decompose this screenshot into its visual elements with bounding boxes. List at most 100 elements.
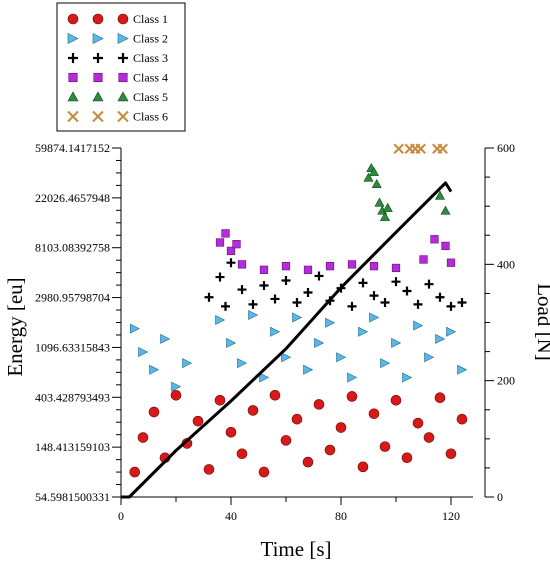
data-point — [148, 406, 160, 418]
legend-entry: Class 1 — [67, 12, 168, 26]
left-tick-label: 1096.63315843 — [35, 340, 110, 354]
legend-label: Class 5 — [133, 90, 168, 104]
data-point — [324, 444, 336, 456]
data-point — [457, 298, 467, 308]
legend-entry: Class 5 — [67, 90, 168, 104]
data-point — [430, 235, 439, 244]
right-axis-ticks: 0 200 400 600 — [485, 141, 515, 504]
data-point — [215, 315, 226, 326]
data-point — [402, 372, 413, 383]
data-point — [182, 358, 193, 369]
left-tick-label: 22026.4657948 — [35, 191, 110, 205]
data-point — [237, 260, 247, 269]
y-axis-left-title: Energy [eu] — [3, 277, 27, 376]
data-point — [391, 277, 401, 287]
data-point — [456, 413, 468, 425]
legend-label: Class 4 — [133, 71, 168, 85]
left-tick-label: 2980.95798704 — [35, 291, 110, 305]
axes: 54.5981500331 148.413159103 403.428793493 1… — [35, 141, 515, 523]
x-axis-title: Time [s] — [261, 537, 332, 561]
data-point — [149, 364, 160, 375]
data-point — [204, 292, 214, 302]
data-point — [281, 262, 291, 271]
series-layer — [129, 143, 468, 478]
data-point — [302, 456, 314, 468]
series-3 — [204, 258, 467, 311]
legend-frame — [56, 2, 186, 132]
legend-label: Class 6 — [133, 110, 168, 124]
right-tick-label: 200 — [497, 374, 515, 388]
data-point — [413, 320, 424, 331]
data-point — [314, 271, 324, 281]
data-point — [374, 197, 385, 207]
data-point — [379, 211, 391, 221]
left-tick-label: 54.5981500331 — [35, 490, 110, 504]
legend-marker — [117, 13, 129, 25]
series-4 — [215, 229, 456, 274]
data-point — [413, 299, 423, 309]
data-point — [192, 415, 204, 427]
data-point — [291, 413, 303, 425]
data-point — [303, 265, 313, 274]
data-point — [303, 288, 313, 298]
data-point — [270, 326, 281, 337]
legend-entry: Class 6 — [67, 110, 168, 124]
data-point — [423, 432, 435, 443]
legend-marker — [68, 72, 78, 83]
data-point — [347, 372, 358, 383]
data-point — [314, 337, 325, 348]
bottom-tick-label: 120 — [442, 509, 460, 523]
data-point — [371, 179, 382, 189]
right-tick-label: 400 — [497, 257, 515, 271]
data-point — [380, 358, 391, 369]
data-point — [225, 426, 237, 438]
data-point — [226, 246, 236, 256]
data-point — [435, 333, 446, 344]
left-tick-label: 8103.08392758 — [35, 241, 110, 255]
y-axis-right-title: Load [N] — [533, 283, 550, 361]
data-point — [357, 461, 369, 473]
data-point — [335, 422, 347, 433]
data-point — [446, 258, 456, 267]
data-point — [369, 312, 380, 323]
series-1 — [129, 389, 468, 478]
data-point — [347, 301, 357, 311]
data-point — [269, 389, 281, 401]
plot-area — [121, 143, 468, 499]
data-point — [325, 262, 335, 271]
data-point — [391, 263, 401, 273]
data-point — [236, 448, 248, 460]
data-point — [368, 166, 380, 176]
data-point — [259, 280, 269, 290]
load-curve-layer — [121, 181, 453, 499]
data-point — [435, 292, 445, 302]
data-point — [247, 405, 259, 416]
legend-marker — [67, 13, 79, 25]
legend-marker — [92, 33, 104, 44]
data-point — [393, 143, 404, 154]
load-curve — [121, 181, 453, 499]
data-point — [171, 381, 182, 392]
data-point — [215, 272, 225, 282]
chart-legend: Class 1 Class 2 Class 3 Class 4 Class 5 Class… — [56, 2, 186, 132]
data-point — [402, 286, 412, 296]
data-point — [129, 323, 140, 334]
data-point — [232, 240, 241, 249]
data-point — [259, 265, 269, 274]
legend-marker — [118, 53, 128, 63]
series-2 — [129, 310, 468, 392]
data-point — [137, 432, 149, 443]
data-point — [214, 394, 226, 406]
data-point — [325, 317, 336, 328]
data-point — [434, 190, 446, 200]
data-point — [138, 347, 149, 358]
data-point — [129, 466, 141, 478]
left-tick-label: 403.428793493 — [35, 390, 110, 404]
legend-entry: Class 4 — [68, 71, 168, 85]
data-point — [303, 364, 314, 375]
data-point — [446, 301, 456, 311]
legend-marker — [68, 53, 78, 63]
data-point — [358, 278, 368, 288]
legend-marker — [93, 53, 103, 63]
data-point — [280, 435, 292, 446]
